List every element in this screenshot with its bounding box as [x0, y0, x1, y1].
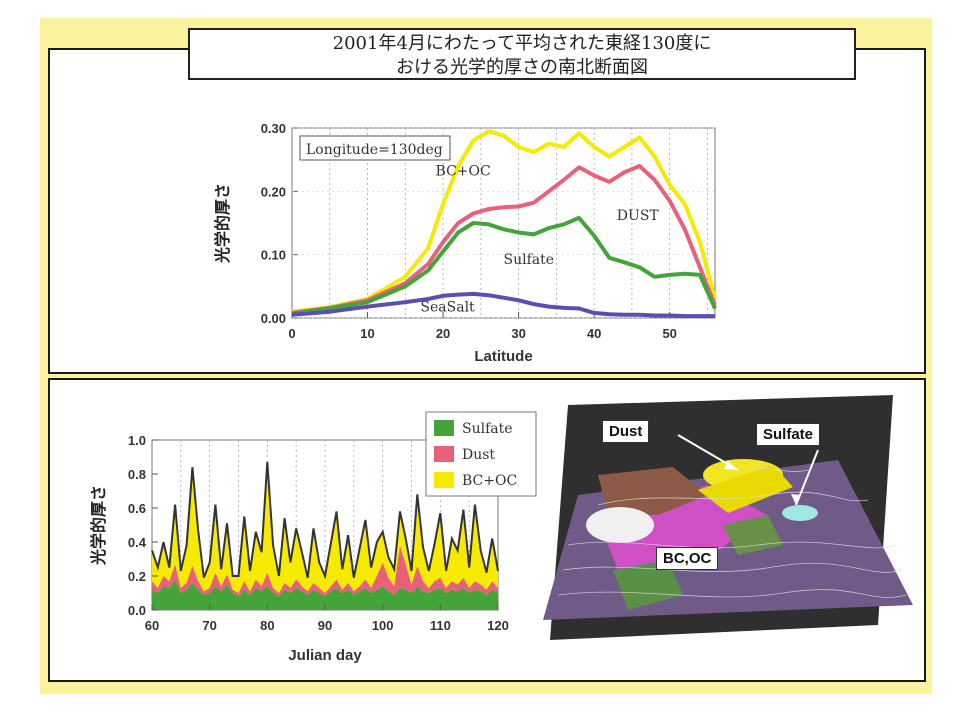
x-tick-label: 120: [487, 618, 509, 633]
x-axis-title: Julian day: [288, 647, 362, 664]
slide-title: 2001年4月にわたって平均された東経130度に おける光学的厚さの南北断面図: [188, 28, 856, 80]
series-label-bc-oc: BC+OC: [436, 164, 491, 180]
x-tick-label: 20: [436, 326, 450, 341]
y-tick-label: 0.8: [128, 467, 146, 482]
series-line-sulfate: [291, 215, 717, 316]
x-tick-label: 60: [145, 618, 159, 633]
legend-label: Dust: [462, 447, 495, 463]
x-tick-label: 90: [318, 618, 332, 633]
legend-label: Sulfate: [462, 421, 513, 437]
y-tick-label: 0.0: [128, 603, 146, 618]
y-tick-label: 0.6: [128, 501, 146, 516]
y-axis-title: 光学的厚さ: [213, 183, 232, 264]
total-line: [151, 462, 499, 580]
y-tick-label: 0.20: [261, 184, 286, 199]
x-axis-title: Latitude: [474, 348, 532, 365]
series-label-dust: DUST: [617, 208, 660, 224]
x-tick-label: 80: [260, 618, 274, 633]
julian-day-optical-depth-chart: 0.0 0.2 0.4 0.6 0.8 1.0 60 70 80 90 100 110 120 Julia…: [89, 411, 537, 664]
map-label-sulfate: Sulfate: [756, 423, 821, 446]
y-tick-label: 0.30: [261, 121, 286, 136]
title-line-1: 2001年4月にわたって平均された東経130度に: [332, 33, 712, 54]
x-tick-label: 50: [662, 326, 676, 341]
map-label-bcoc: BC,OC: [656, 547, 719, 570]
y-tick-label: 0.2: [128, 569, 146, 584]
area-sulfate: [152, 579, 498, 610]
y-tick-label: 1.0: [128, 433, 146, 448]
series-line-bc-oc: [291, 129, 717, 314]
y-axis-title: 光学的厚さ: [89, 485, 108, 566]
aerosol-3d-map: Dust Sulfate BC,OC: [538, 395, 918, 655]
legend-swatch: [434, 472, 454, 488]
series-line-dust: [291, 164, 717, 315]
x-tick-label: 10: [360, 326, 374, 341]
series-label-sulfate: Sulfate: [504, 252, 555, 268]
legend-swatch: [434, 420, 454, 436]
legend-swatch: [434, 446, 454, 462]
latitude-optical-depth-chart: 0.00 0.10 0.20 0.30 0 10 20 30 40 50 Latitude 光学的厚さ…: [213, 121, 717, 365]
map-label-dust: Dust: [602, 420, 650, 443]
annotation-box: [299, 135, 451, 161]
series-line-seasalt: [291, 291, 715, 319]
x-tick-label: 0: [288, 326, 295, 341]
title-line-2: おける光学的厚さの南北断面図: [396, 57, 648, 78]
series-label-seasalt: SeaSalt: [420, 300, 475, 316]
map-graphic: [543, 395, 913, 640]
x-tick-label: 110: [430, 618, 451, 633]
annotation-text: Longitude=130deg: [306, 142, 443, 158]
y-tick-label: 0.00: [261, 311, 286, 326]
y-tick-label: 0.4: [128, 535, 147, 550]
y-tick-label: 0.10: [261, 248, 286, 263]
x-tick-label: 70: [202, 618, 216, 633]
area-bc-oc: [152, 462, 498, 593]
legend-label: BC+OC: [462, 473, 517, 489]
x-tick-label: 100: [372, 618, 394, 633]
x-tick-label: 40: [587, 326, 601, 341]
x-tick-label: 30: [511, 326, 525, 341]
